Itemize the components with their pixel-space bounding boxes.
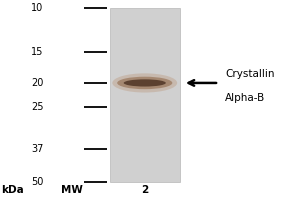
Bar	[110, 86, 180, 95]
Text: 20: 20	[31, 78, 44, 88]
Bar	[110, 95, 180, 104]
Text: 2: 2	[141, 185, 148, 195]
Bar	[110, 165, 180, 173]
Bar	[110, 156, 180, 165]
Bar	[110, 60, 180, 69]
Bar	[110, 121, 180, 130]
Bar	[110, 112, 180, 121]
Text: Crystallin: Crystallin	[225, 69, 274, 79]
Text: 37: 37	[31, 144, 44, 154]
Bar	[110, 8, 180, 17]
Bar	[110, 104, 180, 112]
Bar	[110, 25, 180, 34]
Text: 15: 15	[31, 47, 44, 57]
Bar	[110, 17, 180, 25]
Text: Alpha-B: Alpha-B	[225, 93, 265, 103]
Bar	[110, 173, 180, 182]
Bar	[110, 78, 180, 86]
Text: kDa: kDa	[1, 185, 23, 195]
Text: MW: MW	[61, 185, 83, 195]
Text: 10: 10	[31, 3, 44, 13]
Bar	[110, 138, 180, 147]
Bar	[110, 52, 180, 60]
Text: 25: 25	[31, 102, 44, 112]
Bar	[110, 8, 180, 182]
Bar	[110, 147, 180, 156]
Ellipse shape	[112, 73, 177, 93]
Bar	[110, 34, 180, 43]
Text: 50: 50	[31, 177, 44, 187]
Bar	[110, 69, 180, 78]
Bar	[110, 43, 180, 51]
Ellipse shape	[117, 77, 172, 89]
Ellipse shape	[124, 79, 166, 87]
Bar	[110, 130, 180, 138]
